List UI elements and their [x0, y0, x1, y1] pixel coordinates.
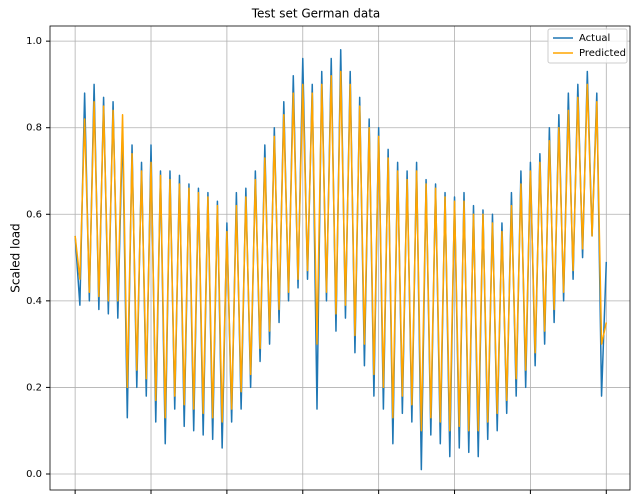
y-axis-label: Scaled load [9, 223, 23, 292]
series-line [74, 70, 608, 432]
y-tick-label: 0.2 [26, 382, 42, 393]
plot-area [74, 49, 608, 471]
legend-label: Predicted [579, 48, 626, 59]
plot-frame [49, 25, 631, 491]
chart-title: Test set German data [251, 7, 381, 21]
y-tick-label: 0.0 [26, 469, 42, 480]
y-tick-label: 0.8 [26, 123, 42, 134]
legend: Actual Predicted [547, 28, 628, 64]
y-tick-label: 0.6 [26, 209, 42, 220]
y-tick-label: 1.0 [26, 36, 42, 47]
legend-label: Actual [579, 33, 610, 44]
series-line [74, 49, 608, 471]
y-tick-label: 0.4 [26, 296, 42, 307]
